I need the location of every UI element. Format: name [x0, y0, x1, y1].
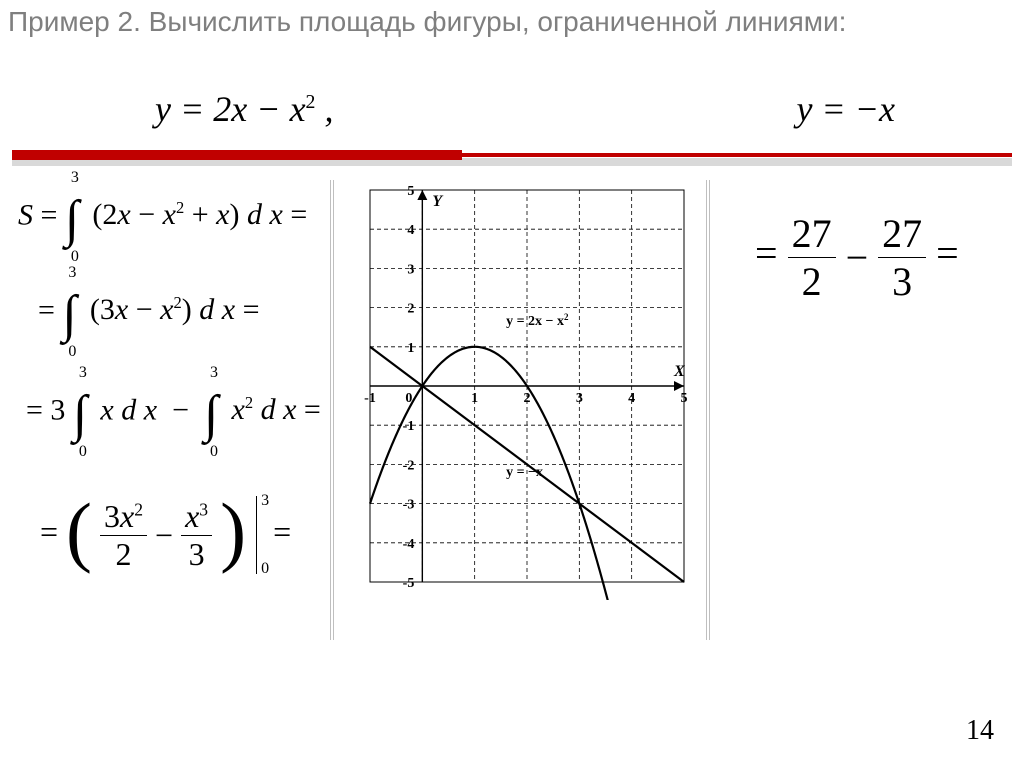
svg-text:Y: Y	[432, 193, 443, 210]
svg-text:1: 1	[471, 391, 478, 406]
svg-text:-4: -4	[403, 537, 415, 552]
divider-rule	[12, 150, 1012, 168]
svg-text:4: 4	[407, 223, 414, 238]
svg-text:3: 3	[407, 262, 414, 277]
equations-row: y = 2x − x2 , y = −x	[155, 88, 975, 130]
graph-panel: -112345-5-4-3-2-1123450XYy = 2x − x2y = …	[330, 180, 710, 640]
step-5: = 272 − 273 =	[755, 210, 959, 305]
svg-text:2: 2	[407, 302, 414, 317]
step-2: = 3 ∫ 0 (3x − x2) d x =	[38, 290, 260, 335]
svg-text:X: X	[673, 363, 685, 380]
svg-text:4: 4	[628, 391, 635, 406]
svg-text:-1: -1	[364, 391, 376, 406]
svg-text:5: 5	[681, 391, 688, 406]
step-1: S = 3 ∫ 0 (2x − x2 + x) d x =	[18, 195, 307, 240]
svg-text:-5: -5	[403, 576, 415, 591]
equation-1: y = 2x − x2 ,	[155, 88, 333, 130]
svg-text:-1: -1	[403, 419, 415, 434]
svg-text:y = −x: y = −x	[506, 465, 543, 480]
svg-text:1: 1	[407, 341, 414, 356]
svg-text:y = 2x − x2: y = 2x − x2	[506, 312, 569, 329]
svg-text:3: 3	[576, 391, 583, 406]
function-graph: -112345-5-4-3-2-1123450XYy = 2x − x2y = …	[342, 180, 698, 600]
equation-2: y = −x	[796, 88, 895, 130]
step-3: = 3 3 ∫ 0 x d x − 3 ∫ 0 x2 d x =	[26, 390, 321, 435]
svg-text:-2: -2	[403, 458, 415, 473]
svg-text:5: 5	[407, 184, 414, 199]
page-number: 14	[966, 715, 994, 747]
page-title: Пример 2. Вычислить площадь фигуры, огра…	[8, 6, 1016, 38]
svg-text:2: 2	[524, 391, 531, 406]
svg-text:-3: -3	[403, 498, 415, 513]
step-4: = ( 3x22 − x33 ) 3 0 =	[40, 490, 291, 580]
